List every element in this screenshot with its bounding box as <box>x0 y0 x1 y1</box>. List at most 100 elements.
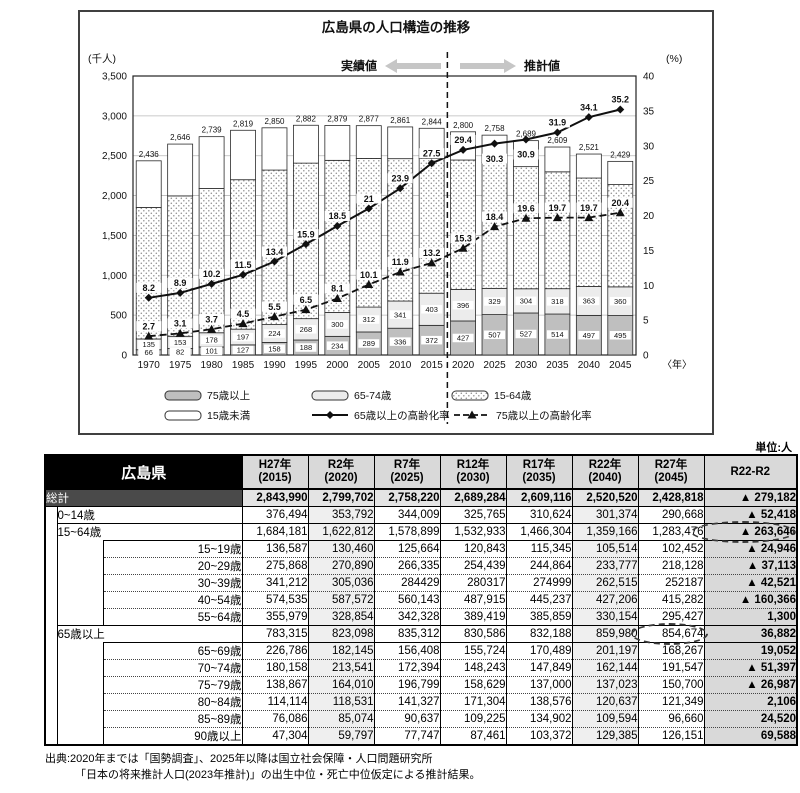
value-cell: 2,609,116 <box>505 488 573 507</box>
value-cell: 201,197 <box>571 642 639 660</box>
value-cell: 1,684,181 <box>241 523 309 541</box>
forecast-label: 推計値 <box>524 58 560 73</box>
value-cell: 2,843,990 <box>241 488 309 507</box>
bar-segment <box>167 195 194 337</box>
value-cell: 342,328 <box>373 608 441 626</box>
value-cell: 120,637 <box>571 693 639 711</box>
bar-total-label: 2,819 <box>233 119 254 128</box>
right-axis-unit: (%) <box>666 53 682 65</box>
bar-total-label: 2,877 <box>359 115 380 124</box>
bar-segment <box>324 125 351 161</box>
value-cell: 90,637 <box>373 710 441 728</box>
bar-total-label: 2,758 <box>485 124 506 133</box>
indent-spacer <box>56 710 103 728</box>
svg-text:18.5: 18.5 <box>329 211 347 221</box>
svg-text:15.9: 15.9 <box>297 229 315 239</box>
svg-text:2020: 2020 <box>452 360 475 371</box>
value-cell: 284429 <box>373 574 441 592</box>
bar-segment <box>387 126 414 160</box>
bar-segment <box>230 129 256 181</box>
indent-spacer <box>45 677 57 694</box>
svg-text:23.9: 23.9 <box>391 174 409 184</box>
value-cell: 244,864 <box>505 557 573 575</box>
svg-text:35.2: 35.2 <box>612 95 630 105</box>
value-cell: 376,494 <box>241 506 309 524</box>
svg-text:0: 0 <box>643 351 649 362</box>
bar-segment <box>355 125 382 159</box>
svg-text:0: 0 <box>121 351 127 362</box>
svg-text:1975: 1975 <box>169 360 192 371</box>
svg-text:30.9: 30.9 <box>517 150 535 160</box>
svg-text:1995: 1995 <box>295 360 318 371</box>
value-cell: 164,010 <box>307 676 375 694</box>
row-label: 85~89歳 <box>102 710 243 728</box>
bar-segment <box>607 160 634 185</box>
svg-text:312: 312 <box>363 315 376 324</box>
svg-text:6.5: 6.5 <box>300 295 313 305</box>
value-cell: 574,535 <box>241 591 309 609</box>
value-cell: 147,849 <box>505 659 573 677</box>
svg-text:427: 427 <box>457 334 470 343</box>
indent-spacer <box>45 507 57 524</box>
left-arrow-icon <box>385 59 441 73</box>
indent-spacer <box>45 626 57 643</box>
svg-text:15-64歳: 15-64歳 <box>494 390 532 402</box>
table-row: 65~69歳 226,786 182,145 156,408 155,724 170,48… <box>45 642 798 660</box>
svg-text:101: 101 <box>205 347 218 356</box>
indent-spacer <box>45 609 57 626</box>
svg-text:1,500: 1,500 <box>102 231 127 242</box>
svg-text:65歳以上の高齢化率: 65歳以上の高齢化率 <box>354 409 450 422</box>
diff-cell: 2,106 <box>703 693 798 711</box>
value-cell: 266,335 <box>373 557 441 575</box>
svg-text:495: 495 <box>614 331 627 340</box>
value-cell: 191,547 <box>637 659 705 677</box>
value-cell: 2,689,284 <box>439 488 507 507</box>
svg-text:40: 40 <box>643 72 655 83</box>
bar-total-label: 2,850 <box>264 117 285 126</box>
bar-total-label: 2,609 <box>547 136 568 145</box>
svg-text:304: 304 <box>520 297 533 306</box>
value-cell: 138,576 <box>505 693 573 711</box>
indent-spacer <box>56 591 103 609</box>
value-cell: 353,792 <box>307 506 375 524</box>
row-label: 70~74歳 <box>102 659 243 677</box>
row-label: 総計 <box>45 489 243 507</box>
value-cell: 560,143 <box>373 591 441 609</box>
value-cell: 2,799,702 <box>307 488 375 507</box>
svg-text:30.3: 30.3 <box>486 154 504 164</box>
table-row: 85~89歳 76,086 85,074 90,637 109,225 134,902 10… <box>45 710 798 728</box>
row-label: 20~29歳 <box>102 557 243 575</box>
value-cell: 262,515 <box>571 574 639 592</box>
svg-text:20.4: 20.4 <box>612 198 630 208</box>
diff-cell: 36,882 <box>703 625 798 643</box>
chart-legend: 75歳以上 65-74歳 15-64歳 15歳未満 65歳以上の高齢化率 75歳以上の高齢… <box>164 390 592 422</box>
row-label: 75~79歳 <box>102 676 243 694</box>
value-cell: 330,154 <box>571 608 639 626</box>
year-column-header: R7年 (2025) <box>373 455 441 490</box>
svg-text:1985: 1985 <box>232 360 255 371</box>
chart-title: 広島県の人口構造の推移 <box>322 19 471 35</box>
svg-text:25: 25 <box>643 176 655 187</box>
row-label: 65歳以上 <box>56 625 243 643</box>
diff-cell: ▲ 160,366 <box>703 591 798 609</box>
value-cell: 274999 <box>505 574 573 592</box>
rate-line-65plus-labels: 8.2 8.9 10.2 11.5 13.4 15.9 18.5 21 23.9 27.5 29.4… <box>136 94 633 293</box>
bar-total-label: 2,521 <box>579 143 600 152</box>
actual-label: 実績値 <box>341 58 377 73</box>
axis-ticks: 05001,0001,5002,0002,5003,0003,500051015… <box>102 72 692 372</box>
indent-spacer <box>45 711 57 728</box>
diff-cell: ▲ 37,113 <box>703 557 798 575</box>
value-cell: 290,668 <box>637 506 705 524</box>
value-cell: 130,460 <box>307 540 375 558</box>
value-cell: 226,786 <box>241 642 309 660</box>
value-cell: 301,374 <box>571 506 639 524</box>
svg-text:268: 268 <box>300 325 313 334</box>
bar-total-label: 2,436 <box>139 150 160 159</box>
value-cell: 783,315 <box>241 625 309 643</box>
highlight-ellipse <box>690 521 796 543</box>
svg-text:13.2: 13.2 <box>423 248 441 258</box>
table-unit-label: 単位:人 <box>755 442 792 454</box>
svg-text:336: 336 <box>394 337 407 346</box>
value-cell: 170,489 <box>505 642 573 660</box>
svg-text:178: 178 <box>205 336 218 345</box>
